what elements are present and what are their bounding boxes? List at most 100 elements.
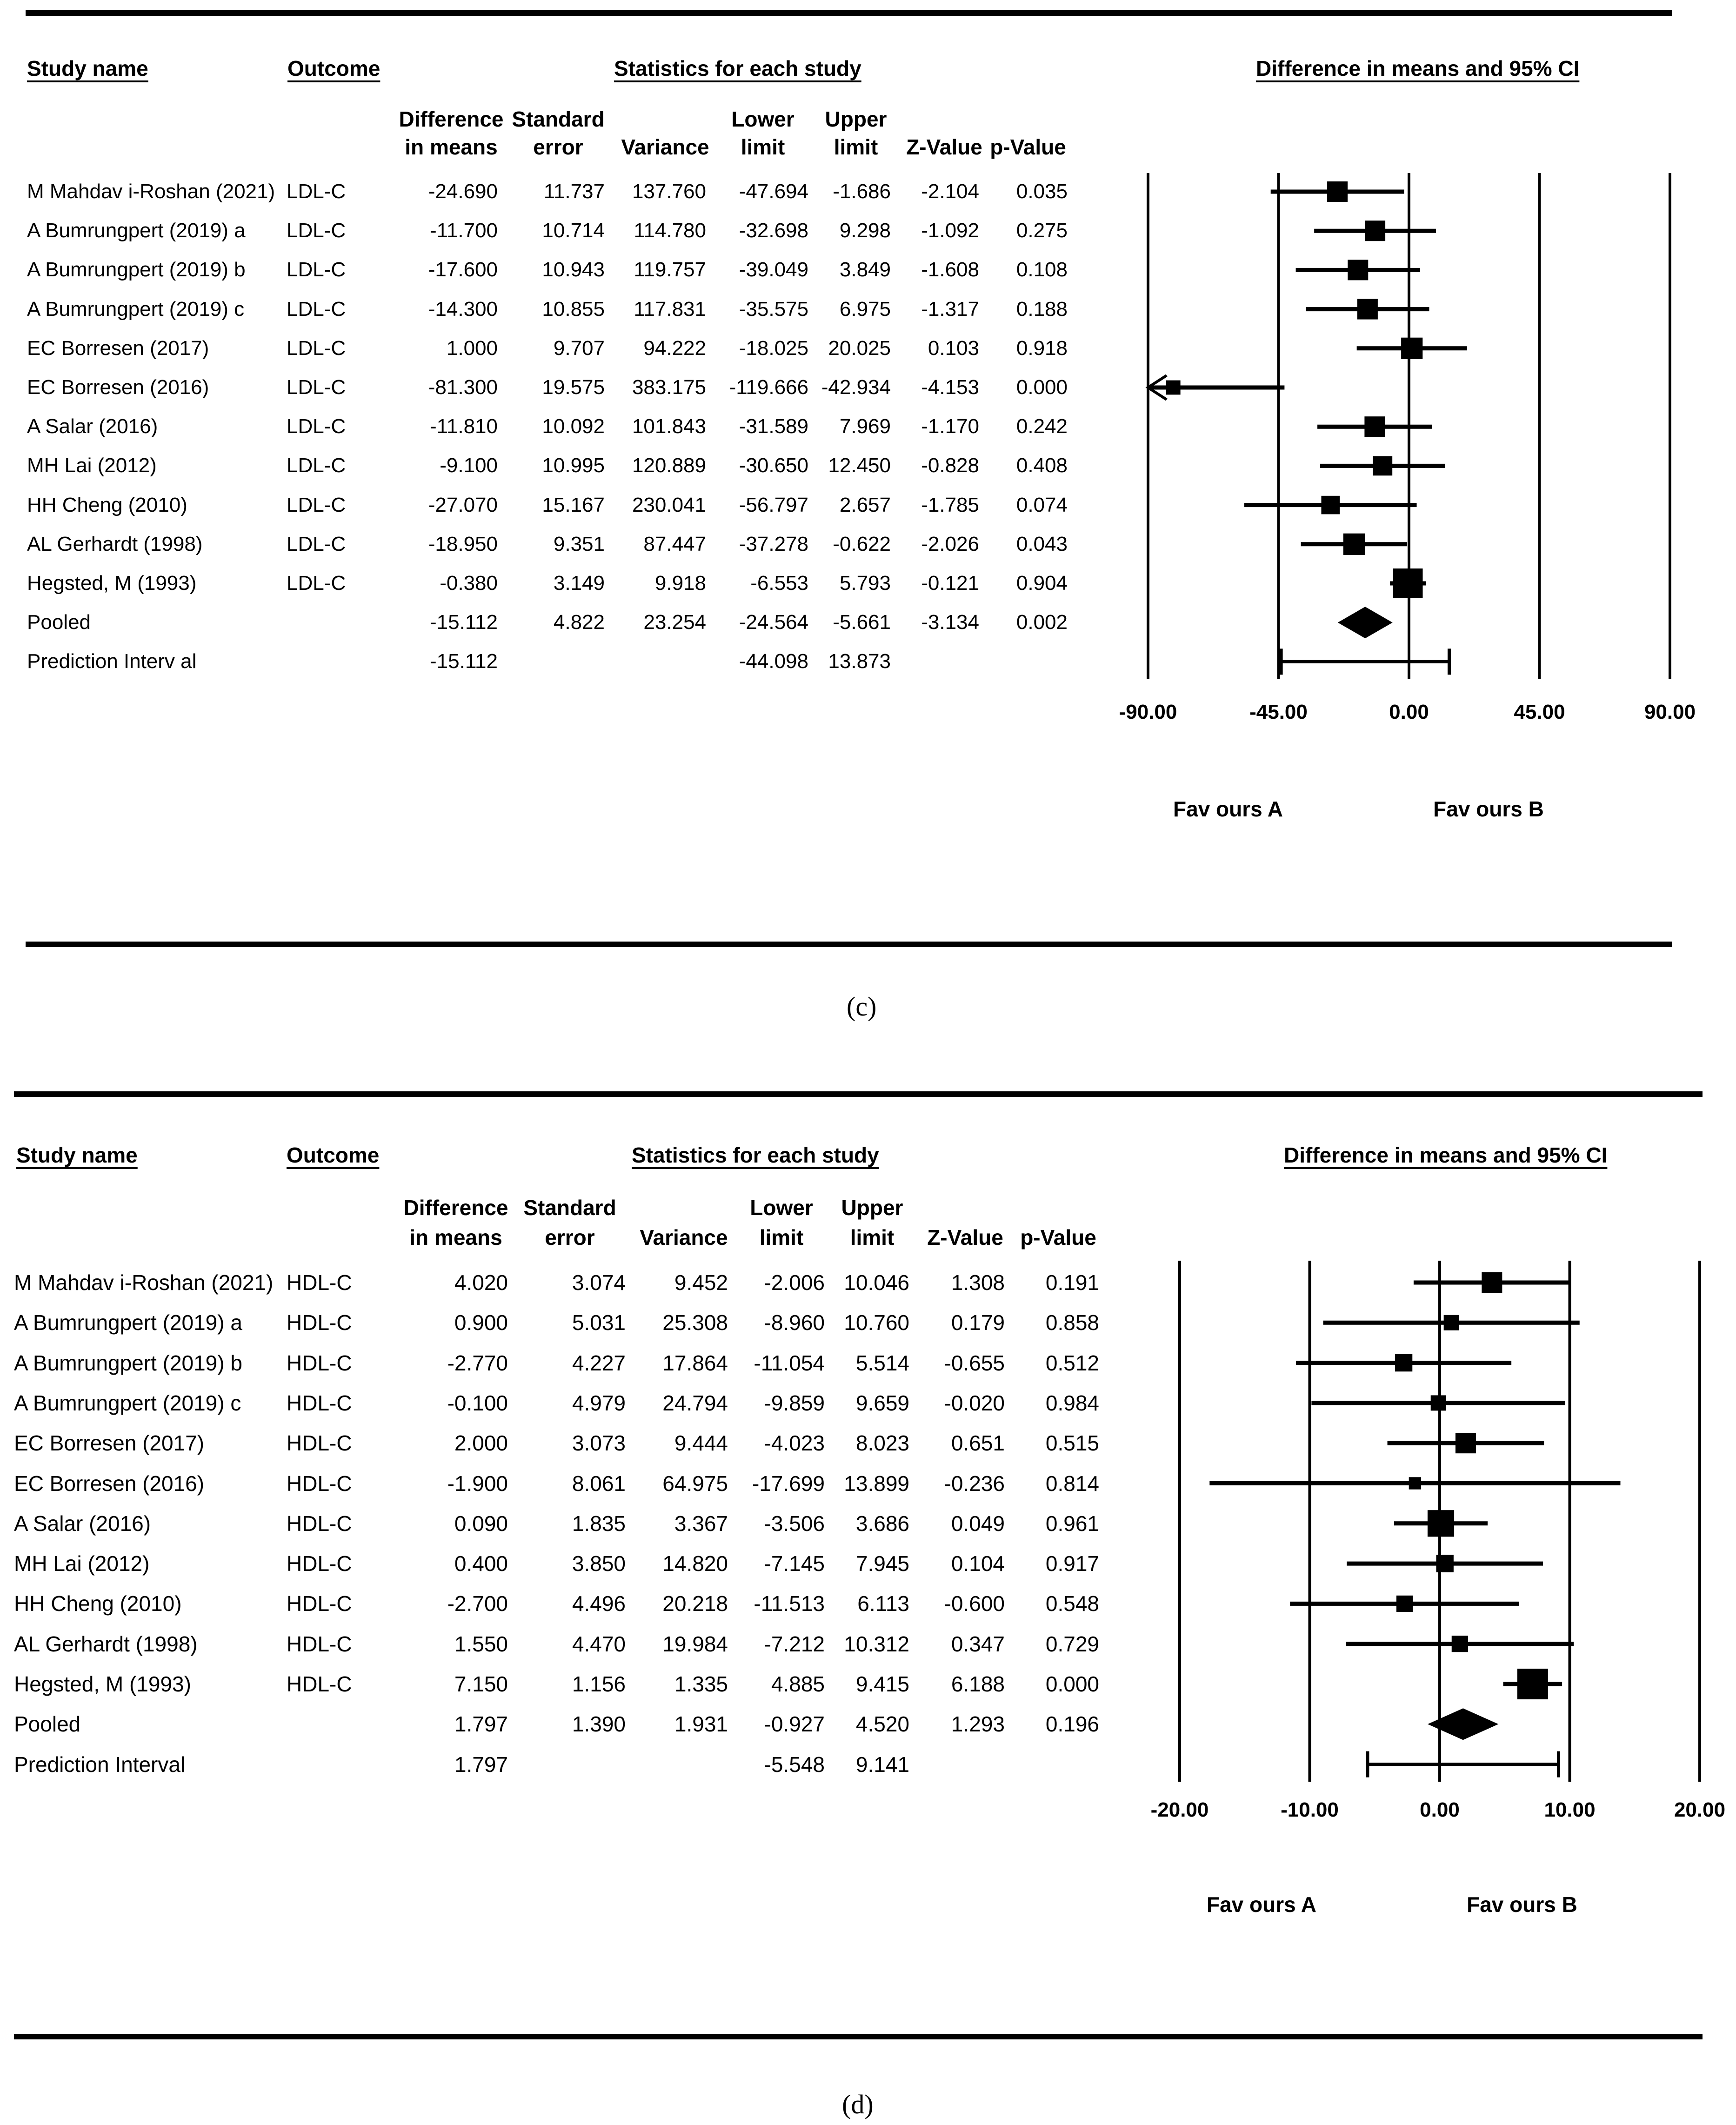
p-value-cell: 0.242 xyxy=(1016,415,1068,438)
p-value-cell: 0.548 xyxy=(1045,1591,1099,1616)
variance-cell: 19.984 xyxy=(662,1631,728,1656)
outcome-cell: LDL-C xyxy=(287,454,346,477)
p-value-cell: 0.858 xyxy=(1045,1310,1099,1335)
lower-limit-cell: -32.698 xyxy=(739,219,808,242)
variance-cell: 20.218 xyxy=(662,1591,728,1616)
variance-cell: 14.820 xyxy=(662,1551,728,1576)
col-se-header: Standard error xyxy=(523,1196,616,1250)
outcome-cell: LDL-C xyxy=(287,219,346,242)
outcome-cell: LDL-C xyxy=(287,297,346,321)
outcome-cell: LDL-C xyxy=(287,572,346,595)
se-cell: 10.943 xyxy=(542,258,605,281)
study-name-cell: A Bumrungpert (2019) c xyxy=(27,297,245,321)
upper-limit-cell: 9.659 xyxy=(855,1390,909,1415)
se-cell: 8.061 xyxy=(572,1471,626,1496)
study-name-cell: A Bumrungpert (2019) b xyxy=(14,1350,242,1375)
p-value-cell: 0.188 xyxy=(1016,297,1068,321)
z-value-cell: 1.293 xyxy=(951,1712,1005,1737)
diff-cell: 4.020 xyxy=(454,1270,508,1295)
diff-cell: -81.300 xyxy=(428,376,498,399)
study-name-cell: MH Lai (2012) xyxy=(14,1551,150,1576)
outcome-cell: HDL-C xyxy=(287,1270,352,1295)
variance-cell: 101.843 xyxy=(632,415,706,438)
x-tick-label: -90.00 xyxy=(1119,701,1177,723)
point-estimate-square xyxy=(1401,337,1423,359)
se-cell: 15.167 xyxy=(542,493,605,516)
variance-cell: 17.864 xyxy=(662,1350,728,1375)
z-value-cell: -3.134 xyxy=(921,611,979,634)
se-cell: 10.995 xyxy=(542,454,605,477)
upper-limit-cell: 9.415 xyxy=(855,1672,909,1696)
variance-cell: 1.335 xyxy=(674,1672,728,1696)
forest-plot: -90.00 -45.00 0.00 45.00 90.00 Fav ours A Fav … xyxy=(1119,173,1696,821)
x-tick-label: 45.00 xyxy=(1514,701,1565,723)
upper-limit-cell: 20.025 xyxy=(828,336,891,360)
p-value-cell: 0.918 xyxy=(1016,336,1068,360)
p-value-cell: 0.000 xyxy=(1045,1672,1099,1696)
lower-limit-cell: -17.699 xyxy=(752,1471,825,1496)
upper-limit-cell: 10.046 xyxy=(844,1270,909,1295)
upper-limit-cell: -0.622 xyxy=(833,532,891,555)
p-value-cell: 0.191 xyxy=(1045,1270,1099,1295)
variance-cell: 137.760 xyxy=(632,180,706,203)
outcome-cell: HDL-C xyxy=(287,1672,352,1696)
bottom-rule xyxy=(14,2034,1703,2039)
plot-title: Difference in means and 95% CI xyxy=(1284,1143,1608,1167)
diff-cell: -0.100 xyxy=(447,1390,508,1415)
z-value-cell: 1.308 xyxy=(951,1270,1005,1295)
upper-limit-cell: -5.661 xyxy=(833,611,891,634)
outcome-cell: HDL-C xyxy=(287,1631,352,1656)
z-value-cell: 0.347 xyxy=(951,1631,1005,1656)
z-value-cell: 0.104 xyxy=(951,1551,1005,1576)
study-name-cell: EC Borresen (2016) xyxy=(14,1471,205,1496)
variance-cell: 383.175 xyxy=(632,376,706,399)
variance-cell: 23.254 xyxy=(643,611,706,634)
point-estimate-square xyxy=(1396,1595,1413,1612)
bottom-rule xyxy=(26,942,1672,947)
prediction-label: Prediction Interval xyxy=(14,1752,186,1777)
diff-cell: 0.090 xyxy=(454,1511,508,1536)
col-z-header: Z-Value xyxy=(927,1225,1003,1250)
x-tick-label: -45.00 xyxy=(1249,701,1308,723)
upper-limit-cell: 10.312 xyxy=(844,1631,909,1656)
variance-cell: 24.794 xyxy=(662,1390,728,1415)
favours-b-label: Fav ours B xyxy=(1467,1892,1577,1917)
se-cell: 4.822 xyxy=(553,611,605,634)
study-name-cell: M Mahdav i-Roshan (2021) xyxy=(27,180,275,203)
se-cell: 10.855 xyxy=(542,297,605,321)
col-lower-header: Lower limit xyxy=(750,1196,813,1250)
outcome-cell: HDL-C xyxy=(287,1591,352,1616)
outcome-cell: LDL-C xyxy=(287,376,346,399)
point-estimate-square xyxy=(1343,533,1365,555)
point-estimate-square xyxy=(1166,380,1181,395)
lower-limit-cell: -2.006 xyxy=(764,1270,825,1295)
lower-limit-cell: -30.650 xyxy=(739,454,808,477)
study-name-cell: EC Borresen (2017) xyxy=(14,1431,205,1456)
upper-limit-cell: 7.945 xyxy=(855,1551,909,1576)
favours-b-label: Fav ours B xyxy=(1433,797,1544,821)
study-name-cell: AL Gerhardt (1998) xyxy=(14,1631,198,1656)
lower-limit-cell: -35.575 xyxy=(739,297,808,321)
point-estimate-square xyxy=(1517,1669,1548,1699)
upper-limit-cell: 7.969 xyxy=(839,415,891,438)
outcome-cell: LDL-C xyxy=(287,180,346,203)
lower-limit-cell: -31.589 xyxy=(739,415,808,438)
p-value-cell: 0.074 xyxy=(1016,493,1068,516)
upper-limit-cell: 10.760 xyxy=(844,1310,909,1335)
lower-limit-cell: -47.694 xyxy=(739,180,808,203)
variance-cell: 117.831 xyxy=(634,297,706,321)
p-value-cell: 0.512 xyxy=(1045,1350,1099,1375)
diff-cell: -11.700 xyxy=(430,219,498,242)
z-value-cell: -4.153 xyxy=(921,376,979,399)
upper-limit-cell: 13.873 xyxy=(828,650,891,673)
study-name-cell: EC Borresen (2016) xyxy=(27,376,209,399)
se-cell: 4.496 xyxy=(572,1591,626,1616)
z-value-cell: 0.179 xyxy=(951,1310,1005,1335)
study-name-cell: Hegsted, M (1993) xyxy=(27,572,197,595)
se-cell: 1.390 xyxy=(572,1712,626,1737)
diff-cell: -15.112 xyxy=(430,611,498,634)
se-cell: 1.835 xyxy=(572,1511,626,1536)
p-value-cell: 0.814 xyxy=(1045,1471,1099,1496)
se-cell: 4.979 xyxy=(572,1390,626,1415)
col-var-header: Variance xyxy=(640,1225,728,1250)
